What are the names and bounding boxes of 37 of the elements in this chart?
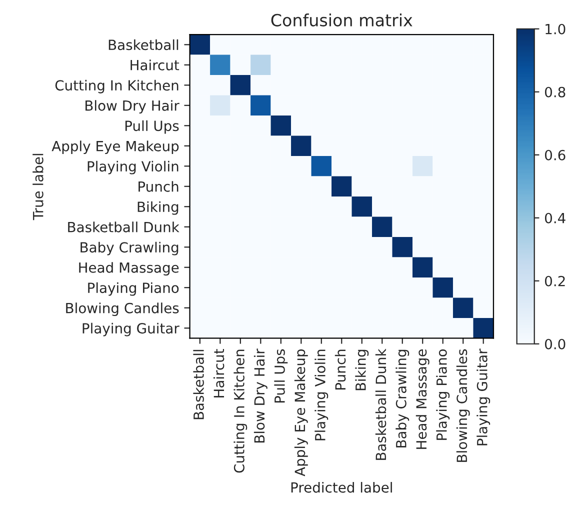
color-bar-label: 0.6	[545, 150, 566, 160]
y-tick-label: Haircut	[130, 60, 180, 70]
x-tick-label: Pull Ups	[274, 349, 288, 403]
y-axis-title: True label	[32, 154, 44, 220]
y-tick-label: Playing Piano	[88, 282, 179, 296]
x-tick-label: Playing Violin	[314, 350, 328, 440]
color-bar-label: 1.0	[546, 24, 566, 34]
y-tick-label: Basketball	[108, 39, 178, 50]
x-tick-label: Blowing Candles	[456, 349, 470, 462]
color-bar-label: 0.2	[545, 276, 565, 286]
y-tick-label: Apply Eye Makeup	[52, 140, 179, 154]
x-tick-label: Punch	[334, 350, 346, 390]
y-tick-label: Basketball Dunk	[68, 222, 180, 232]
y-tick-label: Cutting In Kitchen	[55, 80, 178, 94]
x-tick-label: Baby Crawling	[396, 350, 410, 448]
x-tick-label: Head Massage	[416, 349, 430, 449]
color-bar-label: 0.4	[545, 212, 566, 224]
x-tick-label: Basketball Dunk	[375, 348, 386, 460]
x-tick-label: Playing Piano	[436, 349, 450, 440]
y-tick-label: Baby Crawling	[80, 242, 178, 256]
y-tick-label: Blowing Candles	[66, 302, 179, 316]
y-tick-label: Pull Ups	[125, 120, 179, 134]
y-tick-label: Biking	[138, 201, 178, 215]
chart-title: Confusion matrix	[271, 14, 412, 26]
y-tick-label: Blow Dry Hair	[86, 100, 180, 114]
x-tick-label: Haircut	[213, 348, 224, 398]
y-tick-label: Playing Guitar	[82, 322, 180, 336]
x-tick-label: Apply Eye Makeup	[294, 349, 308, 476]
x-tick-label: Playing Guitar	[476, 348, 490, 446]
y-tick-label: Playing Violin	[88, 160, 178, 174]
y-tick-label: Head Massage	[79, 262, 179, 276]
color-bar-label: 0.0	[545, 338, 566, 350]
y-tick-label: Punch	[138, 181, 178, 192]
color-bar-label: 0.8	[545, 86, 566, 98]
x-axis-title: Predicted label	[291, 482, 392, 493]
x-tick-label: Blow Dry Hair	[254, 348, 268, 442]
x-tick-label: Biking	[355, 350, 369, 390]
